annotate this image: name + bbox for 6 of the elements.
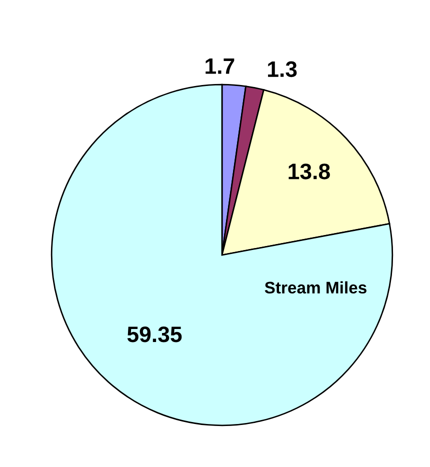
pie-slice: [50, 84, 394, 426]
data-label: 1.3: [268, 61, 297, 78]
text: Stream Miles: [264, 281, 366, 294]
data-label: 13.8: [288, 164, 330, 180]
data-label: 1.7: [206, 58, 234, 74]
data-label: 59.35: [127, 326, 182, 342]
